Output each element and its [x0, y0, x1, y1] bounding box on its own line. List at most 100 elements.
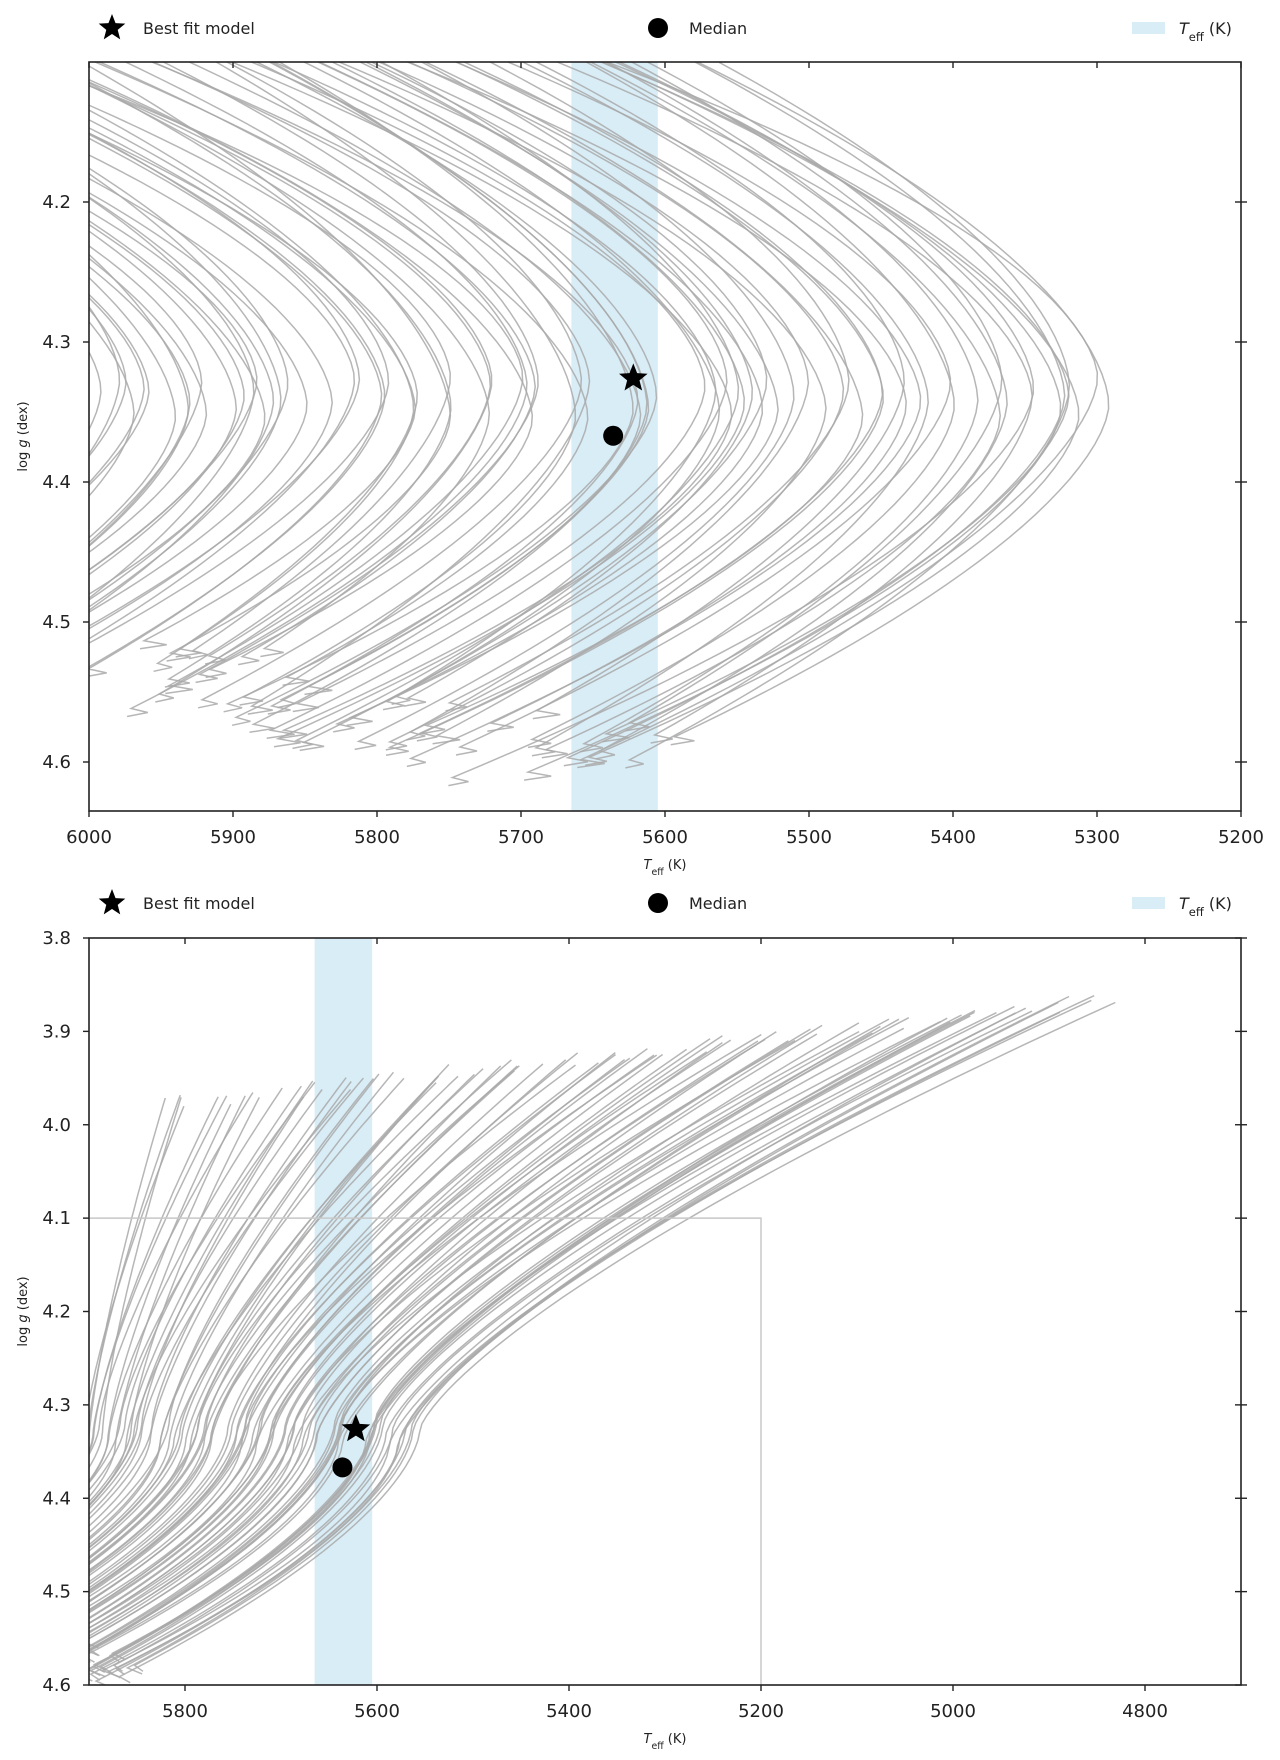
y-tick-label: 3.8: [42, 928, 71, 949]
legend-median-label: Median: [689, 19, 747, 38]
legend-teff-label-part-1: eff: [1189, 905, 1205, 919]
evolution-track: [385, 62, 845, 751]
evolution-track: [89, 1012, 997, 1682]
evolution-track: [89, 1089, 323, 1506]
y-axis-label: log g (dex): [16, 401, 31, 471]
evolution-track: [89, 1089, 352, 1507]
evolution-track: [405, 62, 907, 732]
evolution-track: [161, 62, 539, 684]
legend-teff-label: Teff (K): [1179, 894, 1232, 919]
evolution-track: [89, 1097, 167, 1447]
evolution-track: [249, 62, 706, 713]
x-axis-label-part-2: (K): [664, 1732, 687, 1747]
chart-top-svg: Best fit model Median Teff (K) 6000 5900 5800…: [16, 14, 1264, 878]
legend: Best fit model Median Teff (K): [98, 14, 1232, 44]
y-tick-label: 4.5: [42, 612, 71, 633]
x-axis-label-part-2: (K): [664, 858, 687, 873]
evolution-track: [385, 62, 884, 756]
evolution-track: [89, 1059, 512, 1560]
evolution-track: [89, 1097, 260, 1504]
evolution-track: [89, 1018, 890, 1656]
x-axis-label: Teff (K): [644, 858, 687, 878]
evolution-track: [273, 62, 745, 748]
y-tick-label: 4.3: [42, 332, 71, 353]
legend-teff-label-part-2: (K): [1204, 19, 1232, 38]
evolution-track: [266, 62, 728, 740]
evolution-track: [577, 62, 1099, 769]
y-axis-label-part-2: (dex): [16, 401, 31, 439]
chart-panel-top: Best fit model Median Teff (K) 6000 5900 5800…: [16, 14, 1264, 878]
evolution-track: [541, 62, 1001, 759]
legend-teff-label-part-2: (K): [1204, 894, 1232, 913]
evolution-track: [89, 81, 493, 703]
evolution-track: [527, 62, 955, 749]
legend-best-fit-label: Best fit model: [143, 19, 255, 38]
evolution-track: [89, 1052, 579, 1586]
x-tick-label: 5700: [498, 827, 544, 848]
y-tick-label: 4.1: [42, 1208, 71, 1229]
evolution-track: [579, 62, 979, 753]
evolution-track: [89, 1041, 723, 1625]
legend-median-marker: [648, 18, 668, 38]
x-tick-label: 5000: [930, 1701, 976, 1722]
evolution-track: [89, 1038, 766, 1624]
evolution-track: [89, 219, 266, 596]
evolution-track: [89, 82, 452, 688]
evolution-track: [89, 1039, 732, 1620]
zoom-region-box: [89, 1217, 762, 1685]
evolution-track: [125, 995, 1095, 1675]
x-axis-label-part-0: T: [644, 1732, 653, 1747]
axes-frame: [88, 937, 1242, 1686]
evolution-track: [123, 62, 528, 718]
x-tick-label: 5800: [354, 827, 400, 848]
evolution-track: [89, 320, 135, 497]
evolution-track: [214, 62, 577, 706]
legend-teff-label-part-0: T: [1179, 19, 1190, 38]
evolution-track: [89, 1035, 723, 1619]
x-tick-label: 5600: [642, 827, 688, 848]
evolution-track: [89, 307, 127, 458]
evolution-track: [625, 62, 1071, 769]
evolution-track: [91, 1014, 962, 1673]
evolution-track: [89, 1062, 599, 1592]
evolution-track: [89, 1053, 616, 1589]
evolution-track: [94, 999, 1092, 1685]
evolution-track: [89, 1065, 520, 1565]
evolution-track: [89, 104, 451, 660]
chart-panel-bottom: Best fit model Median Teff (K) 5800 5600 5400…: [0, 876, 1280, 1756]
evolution-track: [229, 62, 733, 739]
evolution-track: [117, 1001, 1116, 1684]
legend-median-label: Median: [689, 894, 747, 913]
evolution-track: [89, 1075, 459, 1549]
evolution-track: [89, 1096, 305, 1510]
evolution-track: [89, 1011, 975, 1678]
evolution-track: [89, 1052, 616, 1598]
y-tick-label: 4.5: [42, 1582, 71, 1603]
evolution-track: [89, 1039, 796, 1625]
evolution-track: [89, 1040, 789, 1629]
evolution-track: [89, 1087, 283, 1483]
x-tick-label: 5800: [162, 1701, 208, 1722]
evolution-track: [455, 62, 952, 756]
evolution-track: [89, 154, 356, 640]
x-axis-label: Teff (K): [644, 1732, 687, 1752]
best-fit-star-marker: [341, 1414, 371, 1442]
y-tick-label: 4.4: [42, 1488, 71, 1509]
evolution-track: [89, 1096, 219, 1454]
evolution-track: [317, 62, 764, 733]
x-tick-label: 6000: [66, 827, 112, 848]
evolution-track: [422, 62, 864, 735]
evolution-track: [197, 62, 583, 709]
evolution-track: [89, 1033, 762, 1612]
y-tick-label: 4.2: [42, 192, 71, 213]
y-axis-label-part-0: log: [16, 1323, 31, 1347]
y-tick-label: 3.9: [42, 1021, 71, 1042]
y-tick-label: 4.4: [42, 472, 71, 493]
y-tick-label: 4.3: [42, 1395, 71, 1416]
evolution-track: [151, 62, 591, 715]
evolution-track: [89, 167, 289, 601]
x-tick-label: 5500: [786, 827, 832, 848]
x-tick-label: 5900: [210, 827, 256, 848]
evolution-track: [89, 210, 258, 571]
evolution-track: [89, 1103, 232, 1484]
